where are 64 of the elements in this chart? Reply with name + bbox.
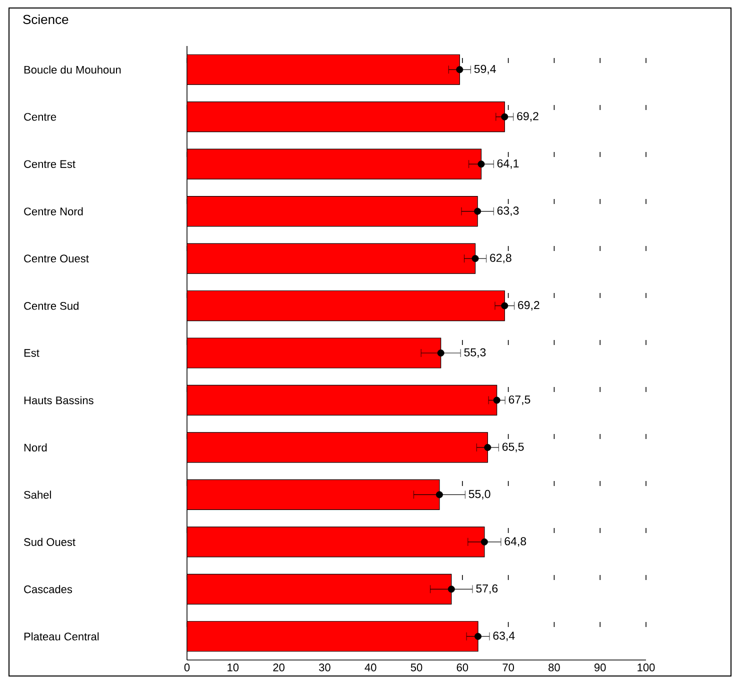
data-label: 59,4 <box>474 64 496 74</box>
x-tick-label: 10 <box>228 664 239 672</box>
y-tick-label: Boucle du Mouhoun <box>24 66 121 74</box>
data-label: 57,6 <box>476 584 498 594</box>
data-label: 64,1 <box>497 159 519 169</box>
bar <box>187 243 476 274</box>
data-label: 69,2 <box>518 301 540 311</box>
y-tick-label: Cascades <box>24 585 72 594</box>
point <box>493 396 500 404</box>
x-tick-label: 0 <box>184 664 190 672</box>
y-tick-label: Plateau Central <box>24 632 99 640</box>
y-tick-label: Est <box>24 349 40 357</box>
bar <box>187 338 442 368</box>
data-label: 55,3 <box>464 348 486 358</box>
bar <box>187 479 440 510</box>
x-tick-label: 60 <box>456 664 468 672</box>
x-tick-label: 80 <box>548 664 560 672</box>
bar <box>187 526 485 558</box>
point <box>474 632 482 640</box>
point <box>484 444 492 451</box>
point <box>501 302 508 310</box>
bar <box>187 574 452 604</box>
x-tick-label: 40 <box>364 664 376 672</box>
bar <box>187 384 498 416</box>
y-tick-label: Centre Est <box>24 160 76 168</box>
y-tick-label: Centre Nord <box>24 207 83 216</box>
data-label: 63,3 <box>497 206 519 216</box>
data-label: 65,5 <box>502 442 524 452</box>
text: Science <box>23 14 68 24</box>
point <box>472 255 479 262</box>
y-tick-label: Nord <box>24 443 47 452</box>
bar <box>187 54 460 85</box>
data-label: 62,8 <box>490 254 512 264</box>
y-tick-label: Centre Ouest <box>24 254 89 262</box>
x-tick-label: 30 <box>319 664 330 672</box>
x-tick-label: 50 <box>410 664 422 672</box>
bar <box>187 196 478 227</box>
x-tick-label: 100 <box>638 664 655 672</box>
y-tick-label: Centre Sud <box>24 302 78 310</box>
y-tick-label: Hauts Bassins <box>24 396 94 404</box>
bar <box>187 621 478 652</box>
x-tick-label: 90 <box>594 664 606 672</box>
data-label: 63,4 <box>493 632 515 642</box>
point <box>436 491 443 498</box>
bar <box>187 102 505 132</box>
x-tick-label: 70 <box>502 664 514 672</box>
data-label: 64,8 <box>504 537 526 547</box>
y-tick-label: Sahel <box>24 490 51 499</box>
x-tick-label: 20 <box>273 664 284 672</box>
data-label: 55,0 <box>468 490 490 500</box>
point <box>448 586 455 593</box>
point <box>437 349 444 356</box>
point <box>474 208 482 215</box>
point <box>480 538 488 546</box>
y-tick-label: Sud Ouest <box>24 538 76 546</box>
bar <box>187 432 488 463</box>
point <box>501 113 508 120</box>
point <box>478 160 485 168</box>
point <box>456 66 464 74</box>
data-label: 69,2 <box>517 112 538 122</box>
y-tick-label: Centre <box>24 112 56 121</box>
bar <box>187 148 482 180</box>
bar <box>187 290 505 322</box>
data-label: 67,5 <box>508 395 530 405</box>
